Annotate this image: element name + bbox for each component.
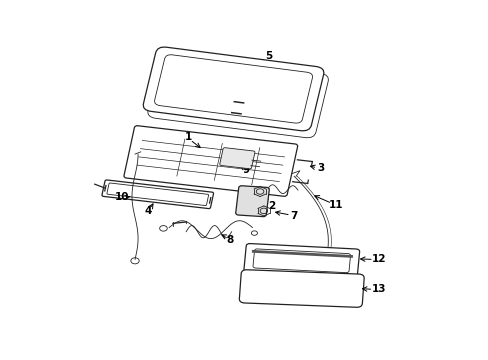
Text: 10: 10 — [114, 192, 129, 202]
Text: 4: 4 — [144, 207, 152, 216]
Text: 2: 2 — [268, 201, 275, 211]
FancyBboxPatch shape — [154, 55, 312, 123]
Text: 8: 8 — [225, 235, 233, 245]
Text: 6: 6 — [266, 67, 274, 77]
Text: 1: 1 — [184, 132, 191, 143]
Text: 3: 3 — [316, 163, 324, 174]
FancyBboxPatch shape — [252, 249, 350, 273]
FancyBboxPatch shape — [244, 244, 359, 278]
FancyBboxPatch shape — [235, 186, 269, 217]
Text: 12: 12 — [371, 255, 386, 264]
FancyBboxPatch shape — [239, 270, 364, 307]
Text: 7: 7 — [290, 211, 297, 221]
FancyBboxPatch shape — [107, 183, 208, 206]
Text: 11: 11 — [328, 201, 343, 210]
Text: 9: 9 — [242, 165, 249, 175]
FancyBboxPatch shape — [124, 126, 297, 196]
FancyBboxPatch shape — [143, 47, 323, 131]
FancyBboxPatch shape — [219, 148, 254, 169]
Text: 5: 5 — [264, 51, 272, 61]
FancyBboxPatch shape — [102, 180, 213, 208]
Text: 13: 13 — [371, 284, 386, 294]
